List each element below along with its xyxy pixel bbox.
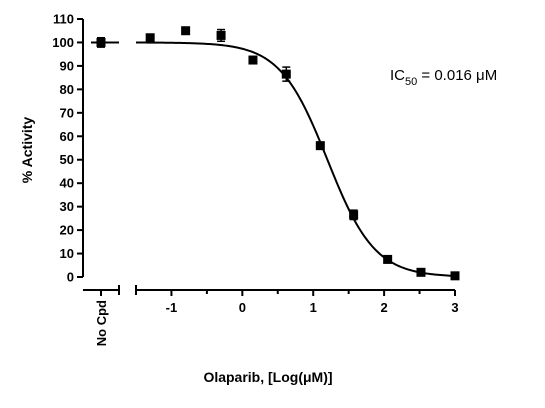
- x-tick-label: 0: [239, 300, 246, 315]
- x-tick-label-control: No Cpd: [94, 300, 109, 346]
- data-point: [248, 55, 258, 65]
- data-point: [349, 210, 359, 220]
- data-point: [450, 271, 460, 281]
- y-tick-label: 90: [60, 58, 74, 73]
- ic50-suffix: = 0.016 μM: [417, 67, 497, 84]
- y-tick-label: 30: [60, 199, 74, 214]
- y-tick-label: 40: [60, 176, 74, 191]
- control-data-point: [96, 37, 106, 47]
- data-point: [181, 26, 191, 36]
- y-tick-label: 20: [60, 223, 74, 238]
- y-tick-label: 110: [53, 12, 74, 27]
- y-tick-label: 100: [52, 35, 74, 50]
- x-tick-label: -1: [166, 300, 178, 315]
- y-tick-label: 80: [60, 82, 74, 97]
- data-point: [216, 30, 226, 40]
- data-point: [416, 267, 426, 277]
- y-tick-label: 10: [60, 246, 74, 261]
- x-tick-label: 1: [310, 300, 317, 315]
- y-tick-label: 0: [67, 270, 74, 285]
- fit-curve-line: [136, 41, 456, 277]
- ic50-subscript: 50: [405, 76, 417, 88]
- data-point: [383, 254, 393, 264]
- x-tick-label: 2: [380, 300, 387, 315]
- ic50-annotation: IC50 = 0.016 μM: [390, 67, 497, 88]
- data-point: [315, 141, 325, 151]
- y-tick-label: 70: [60, 105, 74, 120]
- axes: 0 10 20 30 40 50 60 70 80 90 100 110 No Cpd -1 0 1 2 3: [52, 12, 458, 347]
- x-tick-label: 3: [451, 300, 458, 315]
- data-points-layer: [96, 26, 460, 281]
- data-point: [145, 33, 155, 43]
- y-axis-title: % Activity: [19, 117, 35, 184]
- data-point: [281, 69, 291, 79]
- ic50-prefix: IC: [390, 67, 405, 84]
- y-tick-label: 50: [60, 152, 74, 167]
- x-axis-title: Olaparib, [Log(μM)]: [203, 369, 332, 385]
- y-tick-label: 60: [60, 129, 74, 144]
